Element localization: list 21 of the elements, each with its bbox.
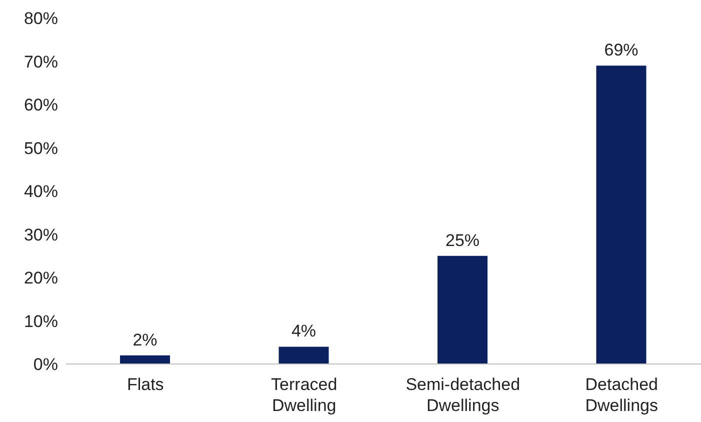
bar xyxy=(120,355,170,364)
bar xyxy=(596,66,646,364)
y-tick-label: 40% xyxy=(24,182,58,202)
bar xyxy=(278,346,329,364)
y-tick-label: 80% xyxy=(24,9,58,28)
y-tick-label: 10% xyxy=(24,312,58,331)
x-tick-label: Terraced Dwelling xyxy=(271,375,338,415)
data-label: 2% xyxy=(132,330,158,350)
y-tick-label: 50% xyxy=(24,138,58,158)
y-tick-label: 20% xyxy=(24,268,58,288)
y-tick-label: 70% xyxy=(24,52,58,72)
data-label: 69% xyxy=(604,40,638,60)
x-tick-label: Flats xyxy=(126,375,164,394)
y-tick-label: 0% xyxy=(33,355,58,374)
x-tick-label: Semi-detached Dwellings xyxy=(406,375,520,415)
x-tick-label: Detached Dwellings xyxy=(585,375,658,415)
y-tick-label: 30% xyxy=(24,225,58,244)
data-label: 25% xyxy=(445,230,480,250)
bar xyxy=(438,256,488,364)
data-label: 4% xyxy=(291,322,316,341)
y-tick-label: 60% xyxy=(24,96,58,115)
